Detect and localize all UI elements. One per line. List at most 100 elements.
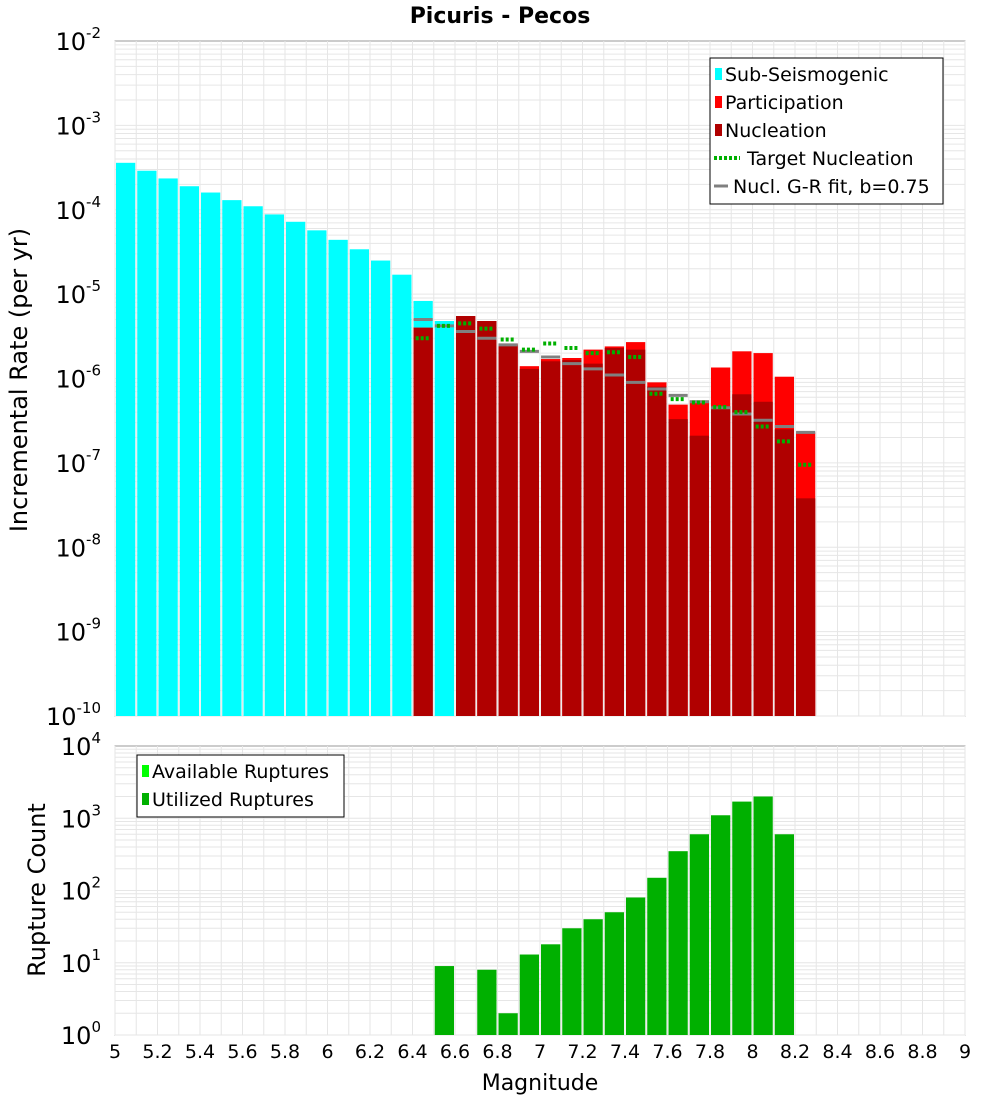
x-tick-label: 8.6 — [865, 1041, 895, 1063]
x-tick-label: 7.8 — [695, 1041, 725, 1063]
utilized-ruptures-bar — [753, 796, 773, 1035]
y-tick-label: 103 — [61, 801, 101, 833]
x-tick-label: 5.8 — [270, 1041, 300, 1063]
y-tick-label: 102 — [61, 874, 101, 906]
nucleation-bar — [774, 429, 794, 716]
nucleation-bar — [413, 327, 433, 716]
utilized-ruptures-bar — [647, 877, 667, 1035]
utilized-ruptures-bar — [774, 834, 794, 1035]
nucleation-bar — [583, 363, 603, 716]
y-tick-label: 100 — [61, 1018, 101, 1050]
rate-y-axis-label: Incremental Rate (per yr) — [5, 228, 33, 532]
x-tick-label: 7.4 — [610, 1041, 640, 1063]
legend-box — [136, 754, 345, 818]
legend-swatch — [715, 68, 722, 80]
legend-label: Utilized Ruptures — [152, 789, 314, 811]
sub-seismogenic-bar — [243, 206, 263, 716]
legend-swatch — [715, 96, 722, 108]
x-tick-label: 6.6 — [440, 1041, 470, 1063]
count-grid — [114, 746, 966, 1036]
rate-lines — [413, 318, 816, 467]
x-tick-label: 7.6 — [652, 1041, 682, 1063]
x-tick-label: 5.2 — [142, 1041, 172, 1063]
x-tick-label: 8 — [746, 1041, 758, 1063]
legend-swatch — [142, 765, 149, 777]
rate-bars — [116, 162, 816, 717]
sub-seismogenic-bar — [434, 321, 454, 716]
utilized-ruptures-bar — [498, 1013, 518, 1035]
legend-swatch — [142, 793, 149, 805]
y-tick-label: 10-4 — [55, 193, 101, 225]
x-tick-label: 6 — [321, 1041, 333, 1063]
x-tick-label: 6.4 — [397, 1041, 427, 1063]
chart-title: Picuris - Pecos — [410, 4, 591, 29]
y-tick-label: 10-3 — [55, 108, 101, 140]
x-tick-label: 5 — [109, 1041, 121, 1063]
sub-seismogenic-bar — [392, 274, 412, 716]
utilized-ruptures-bar — [519, 954, 539, 1035]
utilized-ruptures-bar — [711, 815, 731, 1035]
sub-seismogenic-bar — [201, 192, 221, 717]
x-tick-label: 8.2 — [780, 1041, 810, 1063]
sub-seismogenic-bar — [349, 249, 369, 716]
nucleation-bar — [668, 419, 688, 716]
nucleation-bar — [604, 347, 624, 716]
sub-seismogenic-bar — [116, 162, 136, 716]
legend-label: Nucl. G-R fit, b=0.75 — [733, 176, 930, 198]
legend-swatch — [715, 124, 722, 136]
utilized-ruptures-bar — [434, 966, 454, 1035]
count-bars — [434, 796, 794, 1035]
y-tick-label: 10-2 — [55, 24, 101, 56]
utilized-ruptures-bar — [689, 834, 709, 1035]
sub-seismogenic-bar — [137, 170, 157, 716]
legend-label: Target Nucleation — [746, 148, 914, 170]
y-tick-label: 10-10 — [46, 699, 101, 731]
nucleation-bar — [732, 394, 752, 716]
nucleation-bar — [647, 386, 667, 716]
utilized-ruptures-bar — [541, 944, 561, 1035]
legend-label: Nucleation — [725, 120, 827, 142]
y-tick-label: 10-5 — [55, 277, 101, 309]
sub-seismogenic-bar — [158, 178, 178, 716]
x-tick-label: 5.6 — [227, 1041, 257, 1063]
nucleation-bar — [796, 498, 816, 716]
x-axis-label: Magnitude — [482, 1071, 599, 1096]
rate-y-tick-labels: 10-10 10-9 10-8 10-7 10-6 10-5 10-4 10-3 10-2 — [46, 24, 101, 731]
sub-seismogenic-bar — [286, 221, 306, 716]
legend-label: Sub-Seismogenic — [725, 64, 889, 86]
nucleation-bar — [498, 344, 518, 716]
sub-seismogenic-bar — [371, 260, 391, 716]
utilized-ruptures-bar — [604, 912, 624, 1035]
y-tick-label: 10-9 — [55, 615, 101, 647]
sub-seismogenic-bar — [179, 186, 199, 716]
sub-seismogenic-bar — [307, 230, 327, 716]
x-tick-label: 9 — [959, 1041, 971, 1063]
x-tick-label: 6.2 — [355, 1041, 385, 1063]
x-tick-label: 7.2 — [567, 1041, 597, 1063]
utilized-ruptures-bar — [477, 969, 497, 1035]
y-tick-label: 10-6 — [55, 362, 101, 394]
x-tick-label: 8.4 — [822, 1041, 852, 1063]
x-tick-label: 6.8 — [482, 1041, 512, 1063]
nucleation-bar — [753, 401, 773, 716]
nucleation-bar — [689, 435, 709, 716]
utilized-ruptures-bar — [562, 928, 582, 1035]
nucleation-bar — [626, 349, 646, 716]
count-panel: 100 101 102 103 104 Rupture Count 5 5.2 5.4 5.6… — [23, 729, 971, 1096]
utilized-ruptures-bar — [583, 919, 603, 1035]
y-tick-label: 10-7 — [55, 446, 101, 478]
count-y-tick-labels: 100 101 102 103 104 — [61, 729, 101, 1050]
sub-seismogenic-bar — [264, 214, 284, 717]
utilized-ruptures-bar — [732, 801, 752, 1035]
nucleation-bar — [477, 321, 497, 716]
x-tick-label: 5.4 — [185, 1041, 215, 1063]
nucleation-bar — [711, 406, 731, 716]
y-tick-label: 104 — [61, 729, 101, 761]
count-y-axis-label: Rupture Count — [23, 803, 51, 977]
nucleation-bar — [519, 368, 539, 716]
x-tick-labels: 5 5.2 5.4 5.6 5.8 6 6.2 6.4 6.6 6.8 7 7.2 7.4 7.6 7.8 8… — [109, 1041, 971, 1063]
utilized-ruptures-bar — [668, 851, 688, 1035]
y-tick-label: 10-8 — [55, 530, 101, 562]
